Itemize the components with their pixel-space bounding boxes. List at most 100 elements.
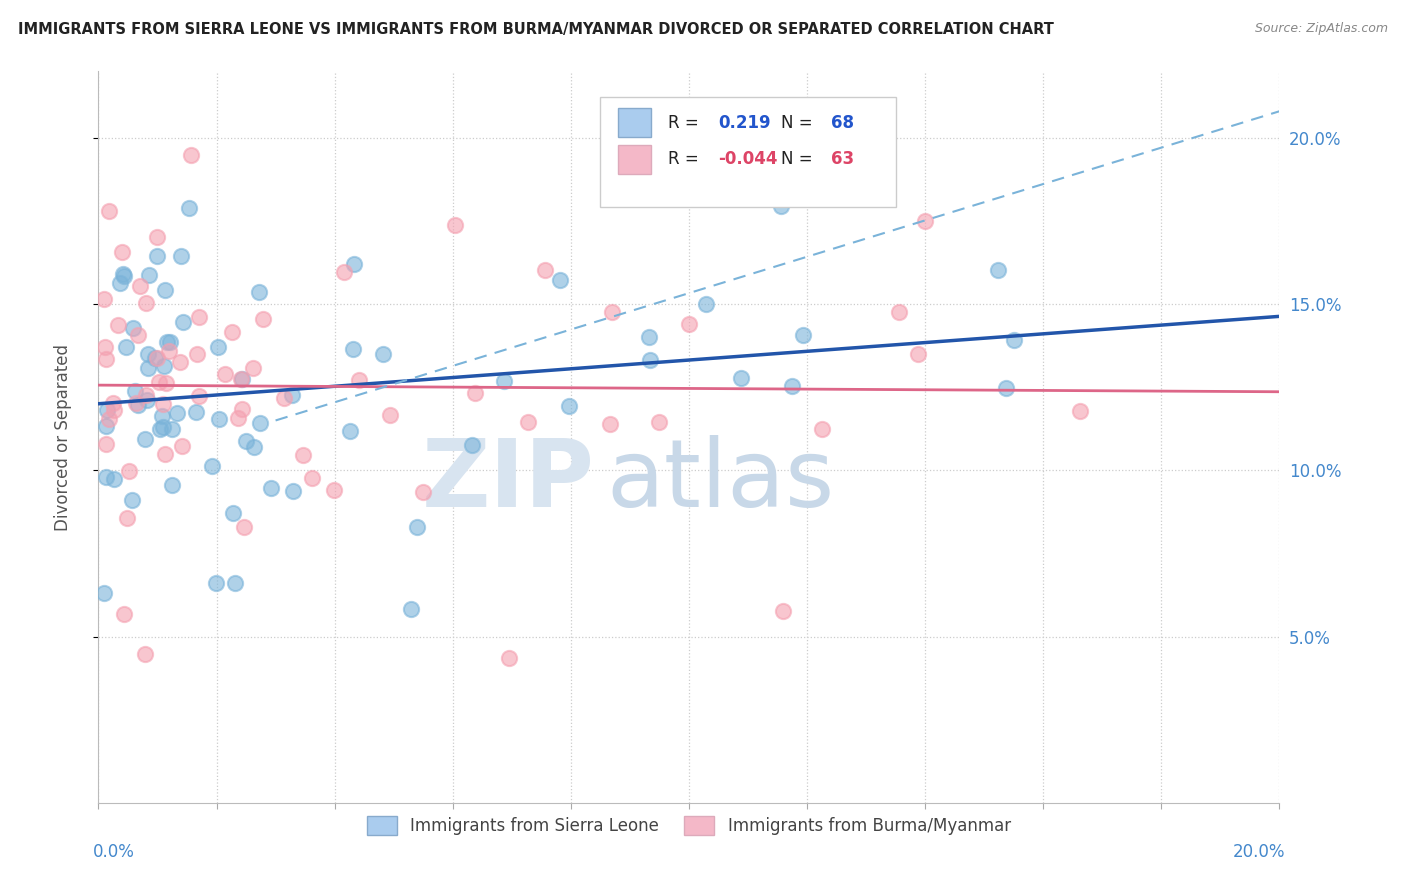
Point <box>207 340 229 354</box>
Point <box>172 315 194 329</box>
Point <box>208 412 231 426</box>
Point <box>94 351 117 366</box>
Point <box>494 374 516 388</box>
Text: N =: N = <box>782 150 818 168</box>
Point <box>201 459 224 474</box>
Point <box>231 402 253 417</box>
Point <box>260 481 283 495</box>
Point <box>214 367 236 381</box>
Point <box>558 399 581 413</box>
Point <box>180 148 202 162</box>
Point <box>156 334 179 349</box>
Text: R =: R = <box>668 113 703 131</box>
Point <box>111 245 134 260</box>
Point <box>127 398 149 412</box>
Text: 68: 68 <box>831 113 853 131</box>
Point <box>464 386 486 401</box>
Point <box>155 447 177 461</box>
Point <box>281 483 304 498</box>
Text: 0.219: 0.219 <box>718 113 770 131</box>
Point <box>907 347 929 361</box>
Point <box>146 351 169 365</box>
Point <box>152 397 174 411</box>
Point <box>170 439 193 453</box>
Point <box>342 343 364 357</box>
Point <box>281 388 304 402</box>
Point <box>138 268 160 282</box>
Point <box>534 262 557 277</box>
Point <box>792 327 814 342</box>
Point <box>184 405 207 419</box>
Point <box>371 347 394 361</box>
Point <box>118 464 141 478</box>
Point <box>995 381 1018 395</box>
Point <box>166 407 188 421</box>
Text: atlas: atlas <box>606 435 835 527</box>
Point <box>399 602 422 616</box>
Point <box>242 361 264 376</box>
Point <box>93 340 115 354</box>
Point <box>1002 333 1025 347</box>
Point <box>135 296 157 310</box>
Text: N =: N = <box>782 113 818 131</box>
Point <box>98 203 121 218</box>
Point <box>221 325 243 339</box>
Point <box>224 575 246 590</box>
Point <box>108 276 131 290</box>
Point <box>169 249 191 263</box>
Point <box>148 376 170 390</box>
Point <box>111 267 134 281</box>
Point <box>406 520 429 534</box>
Point <box>152 359 174 373</box>
Point <box>162 422 184 436</box>
Text: -0.044: -0.044 <box>718 150 778 168</box>
Point <box>135 393 157 408</box>
Point <box>103 395 125 409</box>
Point <box>103 402 125 417</box>
Point <box>186 347 208 361</box>
Point <box>187 389 209 403</box>
Point <box>145 230 167 244</box>
Text: IMMIGRANTS FROM SIERRA LEONE VS IMMIGRANTS FROM BURMA/MYANMAR DIVORCED OR SEPARA: IMMIGRANTS FROM SIERRA LEONE VS IMMIGRAN… <box>18 22 1054 37</box>
Point <box>103 472 125 486</box>
Point <box>772 604 794 618</box>
Point <box>378 408 401 422</box>
Point <box>599 417 621 431</box>
FancyBboxPatch shape <box>600 97 896 207</box>
Point <box>343 257 366 271</box>
Point <box>730 371 752 385</box>
Point <box>548 273 571 287</box>
Point <box>155 283 177 297</box>
Point <box>637 329 659 343</box>
Point <box>229 372 252 386</box>
Point <box>1069 404 1091 418</box>
Point <box>159 334 181 349</box>
Point <box>247 285 270 299</box>
Point <box>889 305 911 319</box>
Point <box>770 199 793 213</box>
Point <box>222 506 245 520</box>
Text: ZIP: ZIP <box>422 435 595 527</box>
Point <box>205 576 228 591</box>
Point <box>235 434 257 448</box>
Point <box>115 340 138 354</box>
Point <box>695 297 717 311</box>
Point <box>648 415 671 429</box>
Point <box>121 321 143 335</box>
Y-axis label: Divorced or Separated: Divorced or Separated <box>53 343 72 531</box>
Point <box>600 305 623 319</box>
Point <box>780 379 803 393</box>
FancyBboxPatch shape <box>619 145 651 174</box>
Text: R =: R = <box>668 150 703 168</box>
Text: Source: ZipAtlas.com: Source: ZipAtlas.com <box>1254 22 1388 36</box>
Point <box>811 422 834 436</box>
Legend: Immigrants from Sierra Leone, Immigrants from Burma/Myanmar: Immigrants from Sierra Leone, Immigrants… <box>360 809 1018 842</box>
Point <box>124 384 146 399</box>
Point <box>127 327 149 342</box>
Point <box>301 470 323 484</box>
Point <box>134 647 156 661</box>
Point <box>117 511 139 525</box>
Point <box>292 448 315 462</box>
Point <box>177 202 200 216</box>
Point <box>987 263 1010 277</box>
